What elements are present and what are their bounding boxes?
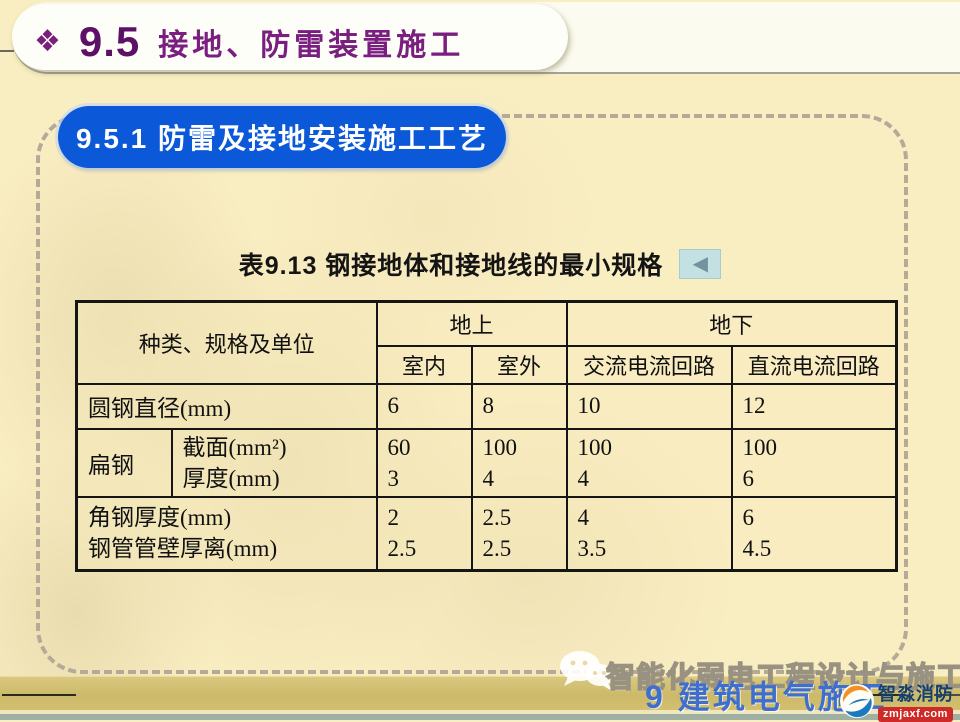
table-row-flat-steel: 扁钢 截面(mm²) 厚度(mm) 60 3 100 4 100 4 100 6	[75, 427, 898, 498]
col-group-underground: 地下	[565, 300, 898, 347]
table-caption: 表9.13 钢接地体和接地线的最小规格	[238, 252, 664, 280]
footer-rule-right	[854, 694, 906, 696]
subsection-banner-label: 9.5.1 防雷及接地安装施工工艺	[75, 123, 489, 154]
section-title: 接地、防雷装置施工	[158, 29, 465, 62]
back-icon: ◀	[692, 253, 708, 275]
footer-rule-brand	[934, 694, 960, 696]
col-header-ac-circuit: 交流电流回路	[565, 344, 733, 385]
footer-watermark-text: 智能化弱电工程设计与施工	[605, 661, 960, 695]
cell-value: 6 4.5	[730, 495, 898, 572]
col-header-outdoor: 室外	[470, 344, 568, 385]
row-label: 扁钢	[75, 427, 173, 498]
cell-value: 12	[730, 382, 898, 430]
table-row-angle-steel: 角钢厚度(mm) 钢管管壁厚离(mm) 2 2.5 2.5 2.5 4 3.5 …	[75, 495, 898, 572]
brand-name: 智淼消防	[878, 684, 954, 704]
brand-logo-icon	[840, 684, 874, 718]
brand-url: zmjaxf.com	[878, 707, 953, 722]
cell-value: 6	[375, 382, 473, 430]
header-left-rule	[0, 50, 14, 52]
cell-value: 8	[470, 382, 568, 430]
footer-bottom-strip	[0, 714, 960, 720]
row-sublabel: 截面(mm²) 厚度(mm)	[170, 427, 378, 498]
cell-value: 2 2.5	[375, 495, 473, 572]
spec-table: 种类、规格及单位 地上 地下 室内 室外 交流电流回路 直流电流回路 圆钢直径(…	[75, 300, 899, 573]
col-header-indoor: 室内	[375, 344, 473, 385]
cell-value: 4 3.5	[565, 495, 733, 572]
cell-value: 60 3	[375, 427, 473, 498]
wechat-icon	[560, 651, 614, 691]
cell-value: 100 6	[730, 427, 898, 498]
row-label: 圆钢直径(mm)	[75, 382, 378, 430]
footer-cream-line	[0, 710, 960, 714]
brand-block: 智淼消防 zmjaxf.com	[840, 680, 954, 722]
page-title: ❖ 9.5 接地、防雷装置施工	[34, 18, 464, 66]
footer-gold-band	[0, 676, 960, 711]
table-row-round-steel: 圆钢直径(mm) 6 8 10 12	[75, 382, 898, 430]
caption-row: 表9.13 钢接地体和接地线的最小规格 ◀	[0, 246, 960, 282]
row-label: 角钢厚度(mm) 钢管管壁厚离(mm)	[75, 495, 378, 572]
cell-value: 2.5 2.5	[470, 495, 568, 572]
cell-value: 100 4	[565, 427, 733, 498]
diamond-bullet-icon: ❖	[34, 25, 61, 58]
col-header-dc-circuit: 直流电流回路	[730, 344, 898, 385]
back-button[interactable]: ◀	[679, 249, 722, 279]
subsection-banner: 9.5.1 防雷及接地安装施工工艺	[58, 106, 506, 168]
section-number: 9.5	[78, 18, 141, 65]
header-card	[12, 4, 568, 70]
cell-value: 100 4	[470, 427, 568, 498]
footer-rule-left	[2, 694, 76, 696]
cell-value: 10	[565, 382, 733, 430]
col-header-category: 种类、规格及单位	[75, 300, 378, 385]
col-group-aboveground: 地上	[375, 300, 568, 347]
